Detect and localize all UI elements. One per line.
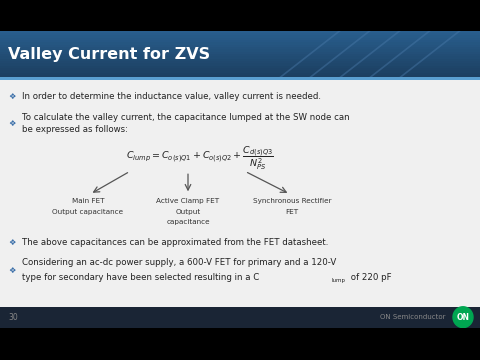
Text: capacitance: capacitance <box>166 219 210 225</box>
Text: $C_{lump}=C_{o(s)Q1}+C_{o(s)Q2}+\dfrac{C_{d(s)Q3}}{N_{PS}^{2}}$: $C_{lump}=C_{o(s)Q1}+C_{o(s)Q2}+\dfrac{C… <box>126 145 274 172</box>
Bar <box>0 61 480 63</box>
Text: Considering an ac-dc power supply, a 600-V FET for primary and a 120-V: Considering an ac-dc power supply, a 600… <box>22 258 336 267</box>
Bar <box>0 49 480 52</box>
Bar <box>0 54 480 57</box>
Text: Main FET: Main FET <box>72 198 104 204</box>
Text: To calculate the valley current, the capacitance lumped at the SW node can: To calculate the valley current, the cap… <box>22 113 349 122</box>
Bar <box>0 66 480 68</box>
Text: of 220 pF: of 220 pF <box>348 273 392 282</box>
Text: type for secondary have been selected resulting in a C: type for secondary have been selected re… <box>22 273 259 282</box>
Text: ON: ON <box>456 313 469 322</box>
Bar <box>0 73 480 75</box>
Bar <box>0 40 480 42</box>
Bar <box>0 75 480 77</box>
Text: Valley Current for ZVS: Valley Current for ZVS <box>8 46 210 62</box>
Text: Active Clamp FET: Active Clamp FET <box>156 198 219 204</box>
Bar <box>0 33 480 35</box>
Bar <box>0 77 480 80</box>
Text: 30: 30 <box>8 313 18 322</box>
Bar <box>0 52 480 54</box>
Text: Synchronous Rectifier: Synchronous Rectifier <box>252 198 331 204</box>
Text: lump: lump <box>331 278 345 283</box>
Text: Output: Output <box>175 209 201 215</box>
Text: be expressed as follows:: be expressed as follows: <box>22 125 128 134</box>
Polygon shape <box>453 307 473 328</box>
Bar <box>0 31 480 33</box>
Bar <box>0 45 480 47</box>
Text: In order to determine the inductance value, valley current is needed.: In order to determine the inductance val… <box>22 92 321 101</box>
Text: ❖: ❖ <box>8 92 15 101</box>
Text: ❖: ❖ <box>8 238 15 247</box>
Bar <box>0 38 480 40</box>
Text: The above capacitances can be approximated from the FET datasheet.: The above capacitances can be approximat… <box>22 238 328 247</box>
Bar <box>0 63 480 66</box>
Bar <box>0 71 480 73</box>
Text: ❖: ❖ <box>8 266 15 275</box>
Bar <box>0 59 480 61</box>
Bar <box>0 57 480 59</box>
Text: FET: FET <box>286 209 299 215</box>
Bar <box>0 80 480 328</box>
Bar <box>0 68 480 71</box>
Bar <box>0 42 480 45</box>
Bar <box>0 35 480 38</box>
Text: ❖: ❖ <box>8 119 15 128</box>
Text: ON Semiconductor: ON Semiconductor <box>380 314 445 320</box>
Text: Output capacitance: Output capacitance <box>52 209 123 215</box>
Bar <box>0 47 480 49</box>
Bar <box>0 307 480 328</box>
